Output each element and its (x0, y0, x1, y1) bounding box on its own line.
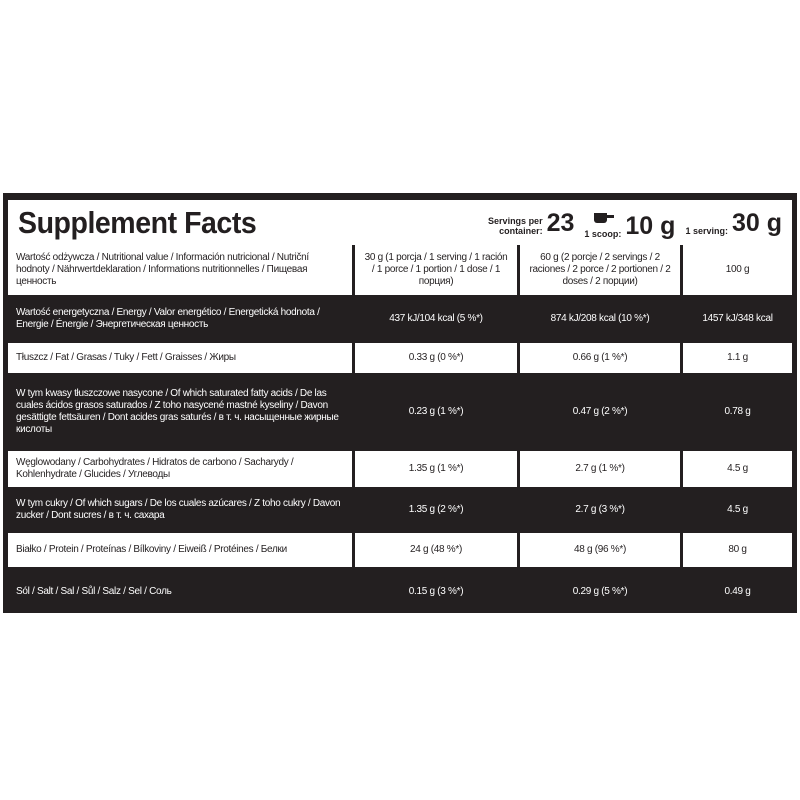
nutrient-label: W tym cukry / Of which sugars / De los c… (16, 498, 341, 521)
scoop-size: 1 scoop: 10 g (584, 207, 675, 239)
per-100g-value: 1.1 g (683, 343, 792, 373)
per-two-servings-value: 48 g (96 %*) (520, 533, 680, 567)
servings-per-container: Servings per container: 23 (488, 208, 575, 237)
table-row: Wartość odżywcza / Nutritional value / I… (8, 245, 792, 295)
serving-size: 1 serving: 30 g (685, 208, 782, 237)
nutrient-label: Sól / Salt / Sal / Sůl / Salz / Sel / Со… (16, 585, 172, 597)
per-100g-value: 0.78 g (724, 406, 751, 417)
per-two-servings-value: 2.7 g (3 %*) (575, 504, 625, 515)
page-title: Supplement Facts (18, 204, 257, 240)
per-100g-value: 4.5 g (727, 504, 748, 515)
per-100g-value: 1457 kJ/348 kcal (702, 312, 773, 324)
per-serving-value: 24 g (48 %*) (355, 533, 517, 567)
per-two-servings-value: 0.47 g (2 %*) (572, 406, 628, 417)
per-100g-value: 80 g (683, 533, 792, 567)
per-serving-value: 0.23 g (1 %*) (408, 406, 464, 417)
table-row: Wartość energetyczna / Energy / Valor en… (8, 297, 792, 340)
title-bar: Supplement Facts Servings per container:… (8, 200, 792, 245)
per-two-servings-value: 874 kJ/208 kcal (10 %*) (550, 312, 650, 324)
per-serving-value: 1.35 g (2 %*) (408, 504, 464, 515)
scoop-icon (593, 207, 614, 223)
table-row: Białko / Protein / Proteínas / Bílkoviny… (8, 533, 792, 567)
nutrient-label: Węglowodany / Carbohydrates / Hidratos d… (8, 451, 352, 487)
per-serving-value: 1.35 g (1 %*) (355, 451, 517, 487)
nutrient-label: Tłuszcz / Fat / Grasas / Tuky / Fett / G… (8, 343, 352, 373)
table-row: Tłuszcz / Fat / Grasas / Tuky / Fett / G… (8, 343, 792, 373)
nutrient-label: Białko / Protein / Proteínas / Bílkoviny… (8, 533, 352, 567)
per-serving-value: 30 g (1 porcja / 1 serving / 1 ración / … (355, 245, 517, 295)
per-serving-value: 437 kJ/104 kcal (5 %*) (389, 312, 483, 324)
table-row: Sól / Salt / Sal / Sůl / Salz / Sel / Со… (8, 570, 792, 613)
per-100g-value: 4.5 g (683, 451, 792, 487)
per-100g-value: 0.49 g (724, 585, 751, 597)
per-100g-value: 100 g (683, 245, 792, 295)
nutrient-label: Wartość odżywcza / Nutritional value / I… (8, 245, 352, 295)
per-serving-value: 0.33 g (0 %*) (355, 343, 517, 373)
table-row: Węglowodany / Carbohydrates / Hidratos d… (8, 451, 792, 487)
supplement-facts-panel: Supplement Facts Servings per container:… (3, 193, 797, 613)
nutrient-label: Wartość energetyczna / Energy / Valor en… (16, 306, 320, 330)
table-row: W tym kwasy tłuszczowe nasycone / Of whi… (8, 376, 792, 448)
per-two-servings-value: 60 g (2 porcje / 2 servings / 2 raciones… (520, 245, 680, 295)
per-two-servings-value: 0.66 g (1 %*) (520, 343, 680, 373)
nutrient-label: W tym kwasy tłuszczowe nasycone / Of whi… (16, 388, 339, 435)
table-row: W tym cukry / Of which sugars / De los c… (8, 490, 792, 530)
per-two-servings-value: 2.7 g (1 %*) (520, 451, 680, 487)
per-serving-value: 0.15 g (3 %*) (408, 585, 464, 597)
per-two-servings-value: 0.29 g (5 %*) (572, 585, 628, 597)
